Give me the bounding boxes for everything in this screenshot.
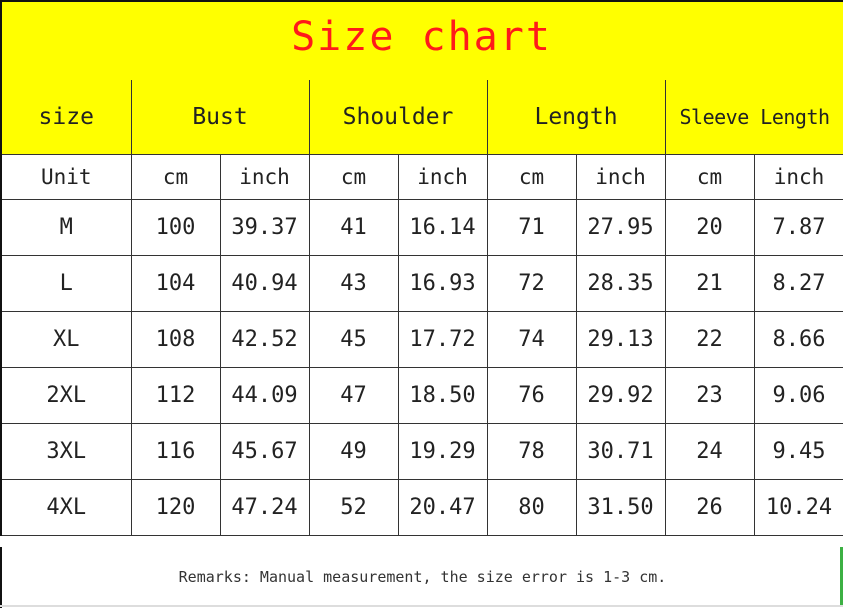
measurement-cell: 9.06 — [753, 367, 843, 424]
unit-cell: cm — [308, 154, 399, 200]
measurement-cell: 41 — [308, 199, 399, 256]
measurement-cell: 7.87 — [753, 199, 843, 256]
unit-cell: cm — [664, 154, 755, 200]
size-label: 2XL — [0, 367, 132, 424]
table-row: 2XL 112 44.09 47 18.50 76 29.92 23 9.06 — [0, 367, 843, 424]
unit-cell: inch — [575, 154, 666, 200]
measurement-cell: 29.13 — [575, 311, 666, 368]
measurement-cell: 42.52 — [219, 311, 310, 368]
measurement-cell: 9.45 — [753, 423, 843, 480]
measurement-cell: 72 — [486, 255, 577, 312]
unit-cell: inch — [753, 154, 843, 200]
measurement-cell: 47.24 — [219, 479, 310, 536]
measurement-cell: 8.27 — [753, 255, 843, 312]
measurement-cell: 116 — [130, 423, 221, 480]
measurement-cell: 29.92 — [575, 367, 666, 424]
measurement-cell: 22 — [664, 311, 755, 368]
measurement-cell: 52 — [308, 479, 399, 536]
chart-title: Size chart — [291, 14, 552, 60]
size-label: 3XL — [0, 423, 132, 480]
table-row: XL 108 42.52 45 17.72 74 29.13 22 8.66 — [0, 311, 843, 368]
header-row: size Bust Shoulder Length Sleeve Length — [0, 80, 843, 155]
size-label: 4XL — [0, 479, 132, 536]
remarks-text: Remarks: Manual measurement, the size er… — [0, 547, 843, 608]
header-cell: Bust — [130, 80, 310, 155]
header-cell: size — [0, 80, 132, 155]
size-label: M — [0, 199, 132, 256]
unit-cell: inch — [219, 154, 310, 200]
measurement-cell: 47 — [308, 367, 399, 424]
measurement-cell: 19.29 — [397, 423, 488, 480]
measurement-cell: 49 — [308, 423, 399, 480]
measurement-cell: 28.35 — [575, 255, 666, 312]
measurement-cell: 40.94 — [219, 255, 310, 312]
measurement-cell: 18.50 — [397, 367, 488, 424]
measurement-cell: 23 — [664, 367, 755, 424]
measurement-cell: 120 — [130, 479, 221, 536]
measurement-cell: 20 — [664, 199, 755, 256]
measurement-cell: 45 — [308, 311, 399, 368]
measurement-cell: 16.93 — [397, 255, 488, 312]
measurement-cell: 108 — [130, 311, 221, 368]
measurement-cell: 104 — [130, 255, 221, 312]
measurement-cell: 24 — [664, 423, 755, 480]
measurement-cell: 21 — [664, 255, 755, 312]
measurement-cell: 45.67 — [219, 423, 310, 480]
measurement-cell: 78 — [486, 423, 577, 480]
measurement-cell: 31.50 — [575, 479, 666, 536]
measurement-cell: 26 — [664, 479, 755, 536]
measurement-cell: 16.14 — [397, 199, 488, 256]
size-table: size Bust Shoulder Length Sleeve Length Unit c… — [0, 80, 843, 536]
measurement-cell: 30.71 — [575, 423, 666, 480]
table-row: 3XL 116 45.67 49 19.29 78 30.71 24 9.45 — [0, 423, 843, 480]
measurement-cell: 80 — [486, 479, 577, 536]
table-row: M 100 39.37 41 16.14 71 27.95 20 7.87 — [0, 199, 843, 256]
divider — [0, 605, 843, 607]
measurement-cell: 100 — [130, 199, 221, 256]
measurement-cell: 76 — [486, 367, 577, 424]
measurement-cell: 17.72 — [397, 311, 488, 368]
measurement-cell: 10.24 — [753, 479, 843, 536]
header-cell: Length — [486, 80, 666, 155]
measurement-cell: 71 — [486, 199, 577, 256]
measurement-cell: 44.09 — [219, 367, 310, 424]
table-row: L 104 40.94 43 16.93 72 28.35 21 8.27 — [0, 255, 843, 312]
header-cell: Shoulder — [308, 80, 488, 155]
measurement-cell: 8.66 — [753, 311, 843, 368]
measurement-cell: 39.37 — [219, 199, 310, 256]
measurement-cell: 43 — [308, 255, 399, 312]
measurement-cell: 20.47 — [397, 479, 488, 536]
title-band — [0, 0, 843, 80]
unit-cell: inch — [397, 154, 488, 200]
measurement-cell: 27.95 — [575, 199, 666, 256]
header-cell: Sleeve Length — [664, 80, 843, 155]
measurement-cell: 74 — [486, 311, 577, 368]
table-row: 4XL 120 47.24 52 20.47 80 31.50 26 10.24 — [0, 479, 843, 536]
size-label: XL — [0, 311, 132, 368]
unit-cell: cm — [130, 154, 221, 200]
unit-row: Unit cm inch cm inch cm inch cm inch — [0, 154, 843, 200]
unit-cell: cm — [486, 154, 577, 200]
measurement-cell: 112 — [130, 367, 221, 424]
unit-cell: Unit — [0, 154, 132, 200]
size-label: L — [0, 255, 132, 312]
edge-marker — [840, 547, 843, 605]
